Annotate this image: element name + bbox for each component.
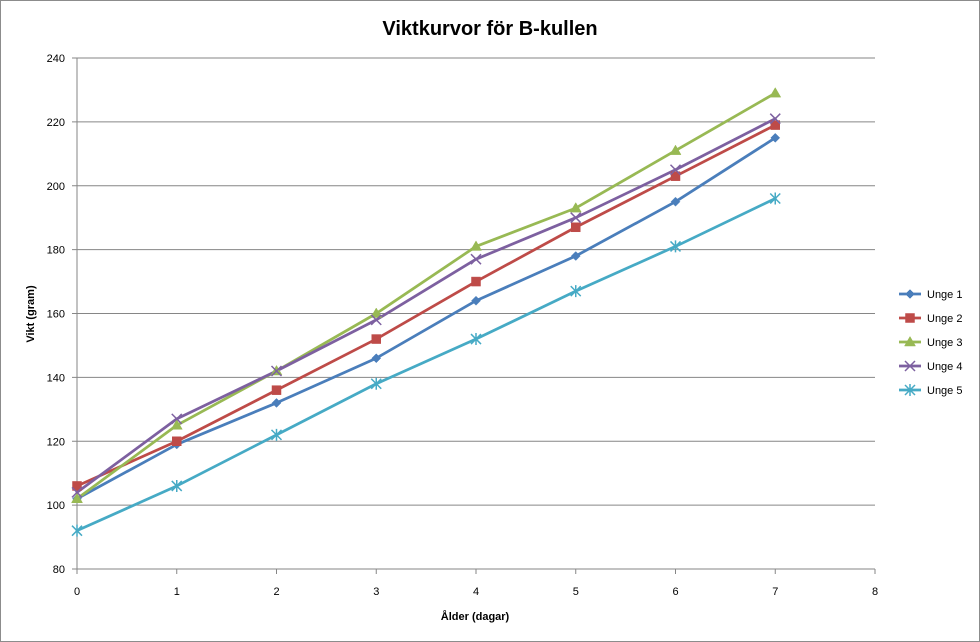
data-point-unge-5-5 <box>570 285 582 298</box>
legend-item-unge-3: Unge 3 <box>899 336 962 349</box>
legend-item-unge-5: Unge 5 <box>899 384 962 397</box>
legend: Unge 1 Unge 2 Unge 3 Unge 4 Unge 5 <box>899 289 962 397</box>
y-tick-label-240: 240 <box>47 53 65 65</box>
data-point-unge-1-7 <box>770 132 781 143</box>
data-point-unge-3-6 <box>669 144 682 155</box>
x-tick-label-8: 8 <box>872 586 878 598</box>
data-point-unge-2-2 <box>271 385 282 395</box>
x-tick-label-2: 2 <box>273 586 279 598</box>
data-point-unge-3-3 <box>370 307 383 318</box>
data-point-unge-4-0 <box>71 486 83 498</box>
x-tick-label-5: 5 <box>573 586 579 598</box>
legend-item-unge-1: Unge 1 <box>899 289 962 301</box>
data-point-unge-4-5 <box>570 212 582 224</box>
data-point-unge-5-0 <box>71 524 83 537</box>
data-point-unge-2-0 <box>72 481 82 491</box>
chart-title: Viktkurvor för B-kullen <box>382 18 597 40</box>
series-line-unge-5 <box>75 197 777 533</box>
y-tick-label-140: 140 <box>47 372 65 384</box>
series-line-unge-1 <box>75 136 777 501</box>
data-point-unge-4-3 <box>370 314 382 326</box>
data-point-unge-3-1 <box>170 419 183 430</box>
data-point-unge-5-1 <box>171 479 183 492</box>
data-point-unge-4-6 <box>669 164 682 176</box>
data-point-unge-5-3 <box>370 377 382 390</box>
legend-label-unge-4: Unge 4 <box>927 361 962 373</box>
data-point-unge-2-5 <box>571 222 581 233</box>
data-point-unge-1-3 <box>371 353 382 364</box>
data-point-unge-4-1 <box>171 413 183 425</box>
data-point-unge-1-2 <box>271 398 282 408</box>
data-point-unge-2-3 <box>371 334 381 344</box>
data-point-unge-3-0 <box>71 492 83 503</box>
data-point-unge-5-2 <box>270 428 283 441</box>
y-tick-label-100: 100 <box>47 500 65 512</box>
data-point-unge-3-5 <box>569 202 582 213</box>
y-tick-label-80: 80 <box>53 564 65 576</box>
x-tick-label-1: 1 <box>174 586 180 598</box>
series-line-unge-4 <box>75 117 777 494</box>
legend-item-unge-2: Unge 2 <box>899 313 962 325</box>
legend-marker-unge-3 <box>904 336 916 347</box>
x-tick-label-0: 0 <box>74 586 80 598</box>
data-point-unge-4-7 <box>769 113 781 125</box>
y-tick-label-120: 120 <box>47 436 65 448</box>
data-point-unge-5-7 <box>769 192 781 205</box>
y-tick-label-200: 200 <box>47 181 65 193</box>
data-point-unge-1-6 <box>670 196 681 207</box>
data-point-unge-1-4 <box>471 295 481 306</box>
x-tick-label-7: 7 <box>772 586 778 598</box>
legend-label-unge-5: Unge 5 <box>927 385 962 397</box>
data-point-unge-3-4 <box>470 240 482 251</box>
x-tick-label-3: 3 <box>373 586 379 598</box>
legend-label-unge-2: Unge 2 <box>927 313 962 325</box>
data-point-unge-5-4 <box>470 333 482 346</box>
series-line-unge-3 <box>75 91 777 501</box>
data-point-unge-2-6 <box>670 171 681 181</box>
legend-marker-unge-5 <box>904 384 916 396</box>
data-point-unge-2-1 <box>172 436 182 446</box>
x-tick-label-6: 6 <box>672 586 678 598</box>
legend-marker-unge-4 <box>904 360 916 372</box>
x-axis-title: Ålder (dagar) <box>441 610 510 623</box>
series-line-unge-2 <box>75 123 777 488</box>
data-point-unge-2-4 <box>471 276 481 287</box>
y-axis-title: Vikt (gram) <box>25 285 37 343</box>
data-point-unge-3-7 <box>769 87 782 98</box>
data-point-unge-4-4 <box>470 253 482 265</box>
x-tick-label-4: 4 <box>473 586 479 598</box>
legend-item-unge-4: Unge 4 <box>899 360 962 373</box>
data-point-unge-1-5 <box>570 251 581 261</box>
data-point-unge-5-6 <box>669 240 682 253</box>
legend-label-unge-3: Unge 3 <box>927 337 962 349</box>
y-tick-label-180: 180 <box>47 245 65 257</box>
y-tick-label-160: 160 <box>47 309 65 321</box>
legend-marker-unge-2 <box>905 313 915 323</box>
y-tick-label-220: 220 <box>47 117 65 129</box>
axes: 80 100 120 140 160 180 200 220 240 0 1 2 3 4 5 6 7 8 <box>47 53 878 598</box>
data-point-unge-2-7 <box>770 120 780 130</box>
data-point-unge-4-2 <box>270 365 283 377</box>
series-lines <box>75 91 777 533</box>
legend-marker-unge-1 <box>905 289 915 299</box>
legend-label-unge-1: Unge 1 <box>927 289 962 301</box>
series-markers <box>71 87 782 537</box>
